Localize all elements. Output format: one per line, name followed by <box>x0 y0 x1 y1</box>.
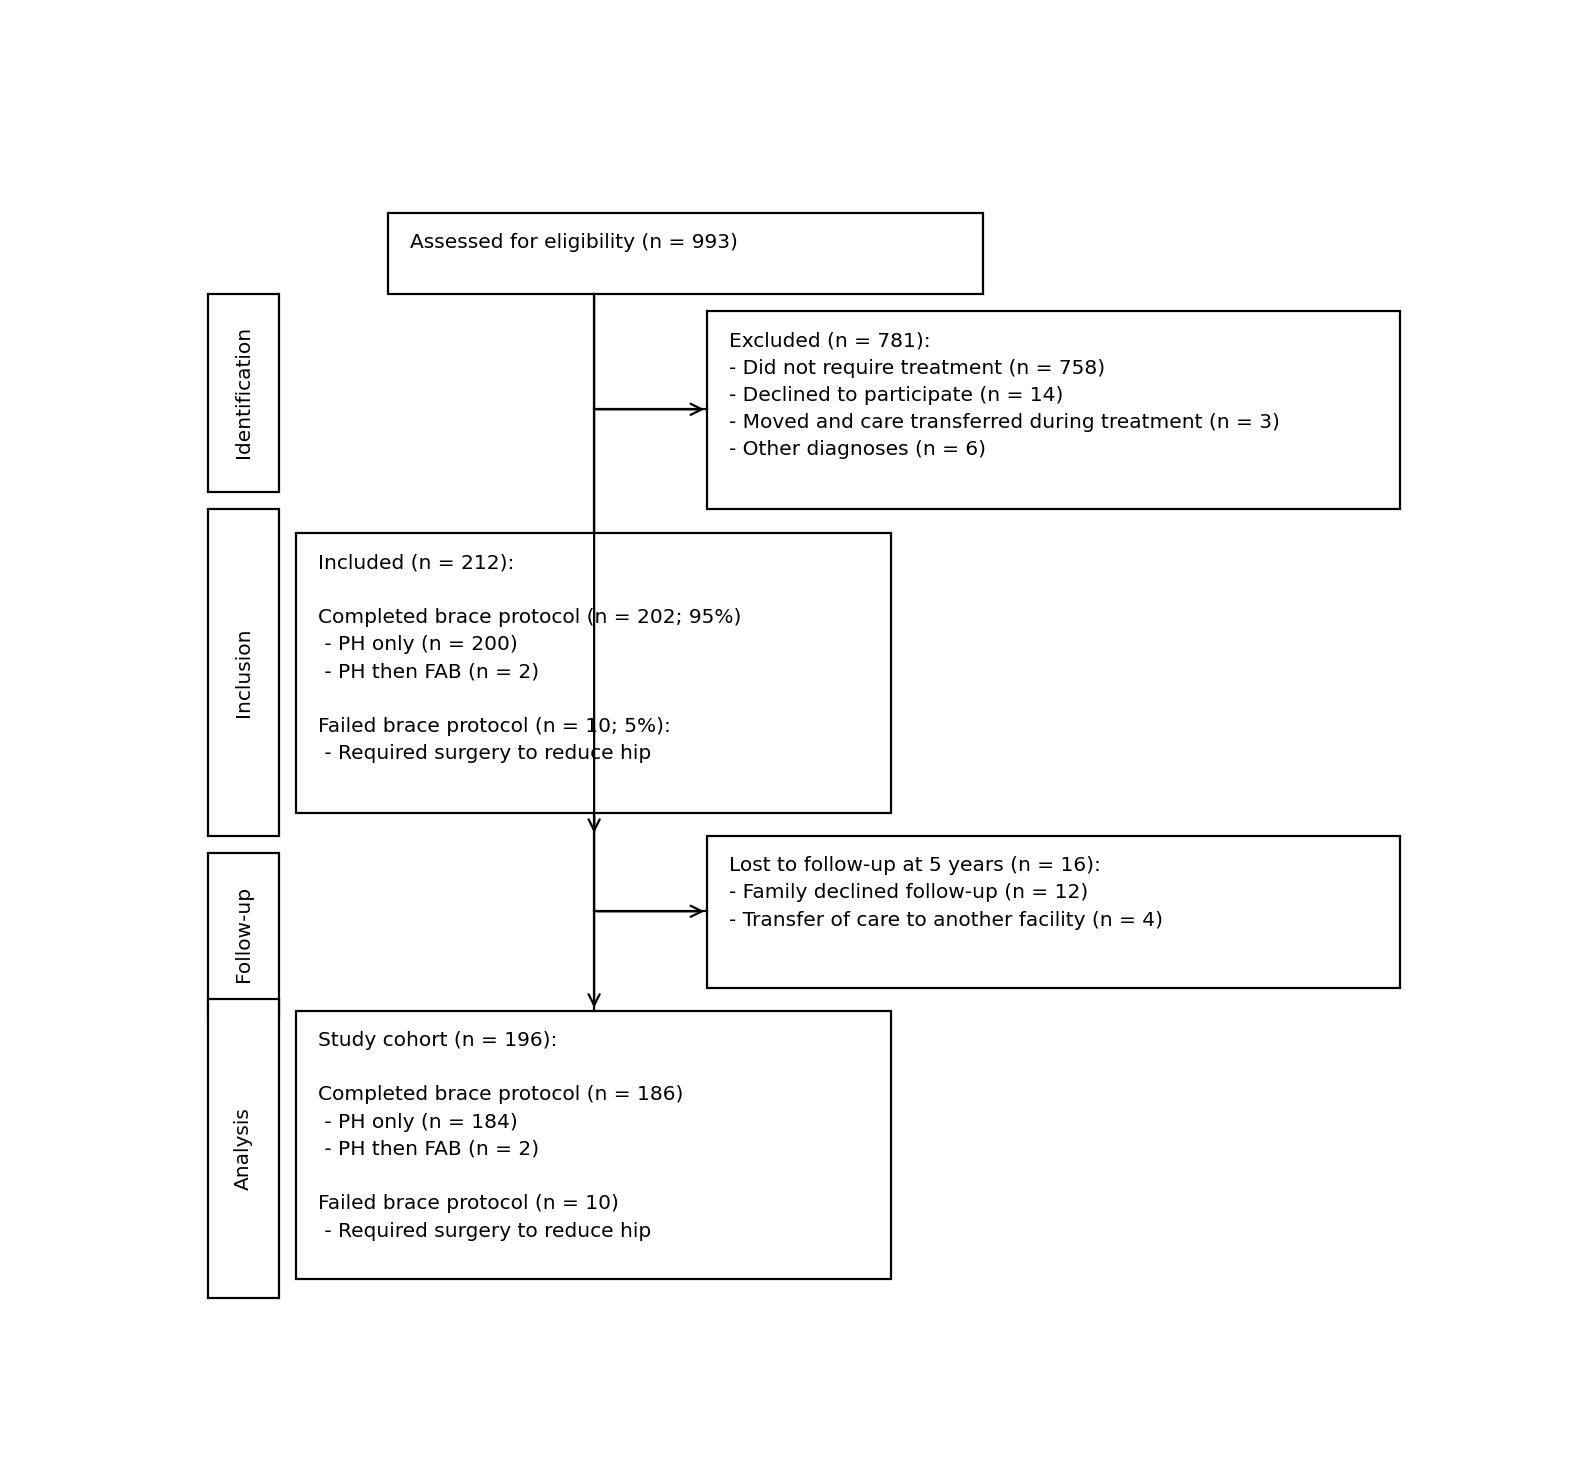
Bar <box>388 212 983 294</box>
Text: Inclusion: Inclusion <box>234 627 253 716</box>
Bar <box>207 294 279 492</box>
Text: Analysis: Analysis <box>234 1106 253 1190</box>
Text: Excluded (n = 781):
- Did not require treatment (n = 758)
- Declined to particip: Excluded (n = 781): - Did not require tr… <box>730 331 1281 460</box>
Text: Identification: Identification <box>234 327 253 459</box>
Bar <box>296 533 891 813</box>
Text: Study cohort (n = 196):

Completed brace protocol (n = 186)
 - PH only (n = 184): Study cohort (n = 196): Completed brace … <box>318 1031 684 1241</box>
Text: Lost to follow-up at 5 years (n = 16):
- Family declined follow-up (n = 12)
- Tr: Lost to follow-up at 5 years (n = 16): -… <box>730 856 1164 929</box>
Bar <box>207 508 279 835</box>
Bar <box>207 999 279 1298</box>
Text: Assessed for eligibility (n = 993): Assessed for eligibility (n = 993) <box>410 233 738 252</box>
Bar <box>207 853 279 1017</box>
Bar <box>708 835 1399 987</box>
Text: Included (n = 212):

Completed brace protocol (n = 202; 95%)
 - PH only (n = 200: Included (n = 212): Completed brace prot… <box>318 554 741 763</box>
Bar <box>296 1011 891 1279</box>
Bar <box>708 311 1399 508</box>
Text: Follow-up: Follow-up <box>234 886 253 982</box>
